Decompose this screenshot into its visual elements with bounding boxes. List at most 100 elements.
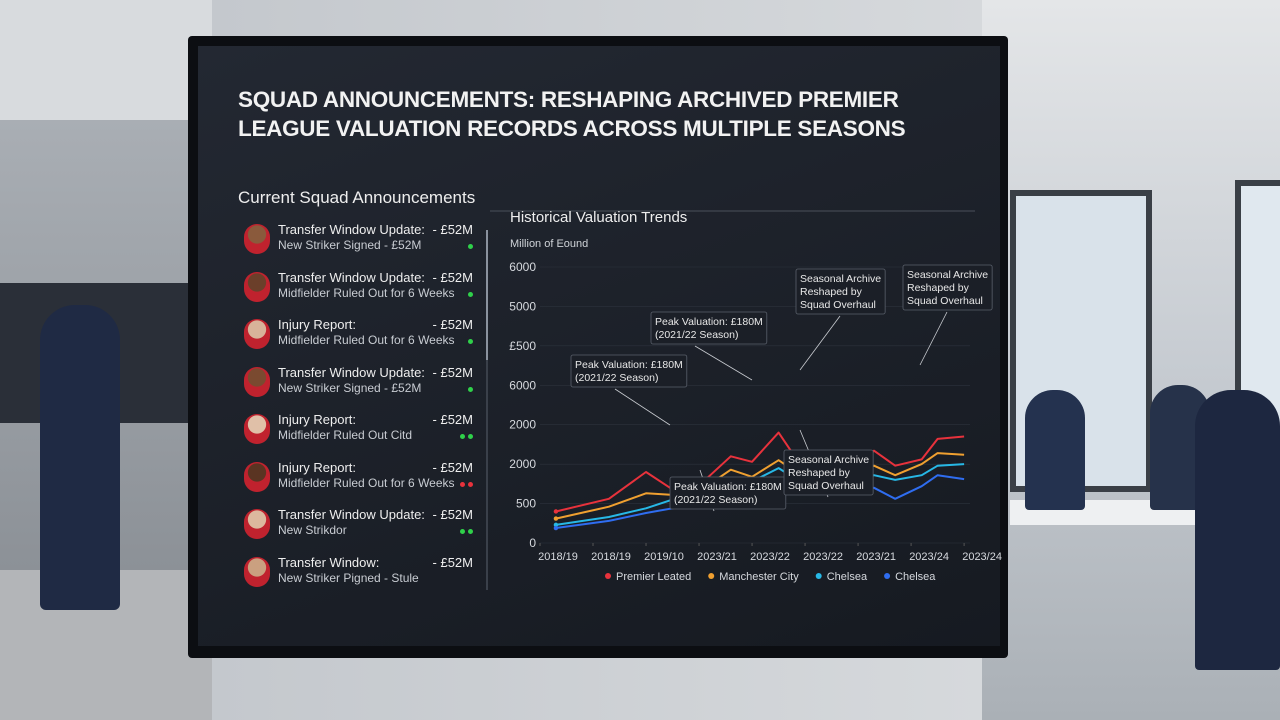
status-dot [460,434,465,439]
annotation-box [795,268,886,315]
annotation-text: Peak Valuation: £180M [575,359,683,371]
annotation-text: Seasonal Archive [907,269,988,281]
annotation-text: Reshaped by [800,286,863,298]
annotation-text: Peak Valuation: £180M [655,316,763,328]
page-title: SQUAD ANNOUNCEMENTS: RESHAPING ARCHIVED … [238,87,906,141]
chart-title: Historical Valuation Trends [510,209,687,226]
avatar [244,271,270,302]
legend-dot [708,573,715,579]
item-value: - £52M [432,317,473,332]
avatar [244,556,270,587]
status-dot [468,434,473,439]
annotation-text: Seasonal Archive [800,273,881,285]
item-subtitle: New Striker Signed - £52M [278,238,422,252]
x-tick-label: 2023/24 [909,551,949,563]
item-title: Injury Report: [278,412,357,427]
item-subtitle: Midfielder Ruled Out for 6 Weeks [278,475,455,490]
x-tick-label: 2019/10 [644,551,684,563]
annotation-connector [694,345,753,381]
status-dot [468,291,473,297]
item-subtitle: New Striker Pigned - Stule [278,570,419,585]
item-title: Transfer Window Update: [278,222,425,237]
avatar [244,414,270,444]
legend-label: Chelsea [827,571,868,583]
item-title: Transfer Window Update: [278,364,425,380]
annotation-text: Squad Overhaul [907,295,983,307]
scrollbar [486,230,488,360]
avatar [244,224,270,254]
legend-label: Chelsea [895,571,936,583]
item-value: - £52M [432,459,473,475]
legend-dot [884,573,891,579]
annotation-text: Squad Overhaul [788,480,864,492]
item-subtitle: New Strikdor [278,523,347,537]
annotation-connector [614,388,671,426]
person-left [40,305,120,610]
item-value: - £52M [432,554,473,570]
divider [486,230,488,590]
series-line [555,431,965,513]
status-dot [468,244,473,249]
avatar [244,319,270,349]
item-value: - £52M [432,507,473,522]
y-tick-label: 5000 [509,299,536,313]
ceiling-left [0,0,215,120]
series-start [553,522,559,528]
y-tick-label: 500 [516,497,536,511]
item-subtitle: New Striker Signed - £52M [278,380,422,395]
avatar [244,509,270,539]
item-value: - £52M [432,269,473,285]
annotation-box [650,311,768,345]
item-title: Injury Report: [278,459,357,475]
y-tick-label: 0 [529,536,536,550]
annotation-text: Reshaped by [907,282,970,294]
annotation-text: (2021/22 Season) [674,494,757,506]
x-tick-label: 2023/22 [803,551,843,563]
annotation-text: Squad Overhaul [800,299,876,311]
status-dot [460,481,465,487]
x-tick-label: 2023/21 [697,551,737,563]
series-start [553,525,559,531]
item-value: - £52M [432,364,473,380]
x-tick-label: 2018/19 [538,551,578,563]
legend-label: Premier Leated [616,571,691,583]
item-subtitle: Midfielder Ruled Out Citd [278,428,413,442]
person-right-1 [1025,390,1085,510]
annotation-box [902,264,993,311]
legend-dot [605,573,611,579]
status-dot [460,529,465,534]
x-tick-label: 2018/19 [591,551,631,563]
avatar [244,366,270,397]
section-title: Current Squad Announcements [238,188,476,207]
item-title: Injury Report: [278,317,357,332]
annotation-box [783,449,874,496]
x-tick-label: 2023/22 [750,551,790,563]
y-tick-label: 6000 [509,260,536,274]
y-tick-label: £500 [509,339,536,353]
annotation-box [570,354,688,388]
status-dot [468,386,473,392]
annotation-text: Peak Valuation: £180M [674,481,782,493]
x-tick-label: 2023/21 [856,551,896,563]
x-tick-label: 2023/24 [962,551,1002,563]
item-title: Transfer Window Update: [278,507,425,522]
item-title: Transfer Window: [278,554,380,570]
status-dot [468,529,473,534]
avatar [244,461,270,492]
item-value: - £52M [432,222,473,237]
series-start [553,509,559,514]
annotation-text: Reshaped by [788,467,851,479]
item-subtitle: Midfielder Ruled Out for 6 Weeks [278,285,455,300]
person-right-3 [1195,390,1280,670]
item-title: Transfer Window Update: [278,269,425,285]
item-subtitle: Midfielder Ruled Out for 6 Weeks [278,333,455,347]
status-dot [468,481,473,487]
y-tick-label: 2000 [509,457,536,471]
annotation-connector [919,311,948,366]
y-axis-label: Million of Eound [510,238,588,250]
y-tick-label: 6000 [509,378,536,392]
annotation-text: Seasonal Archive [788,454,869,466]
item-value: - £52M [432,412,473,427]
